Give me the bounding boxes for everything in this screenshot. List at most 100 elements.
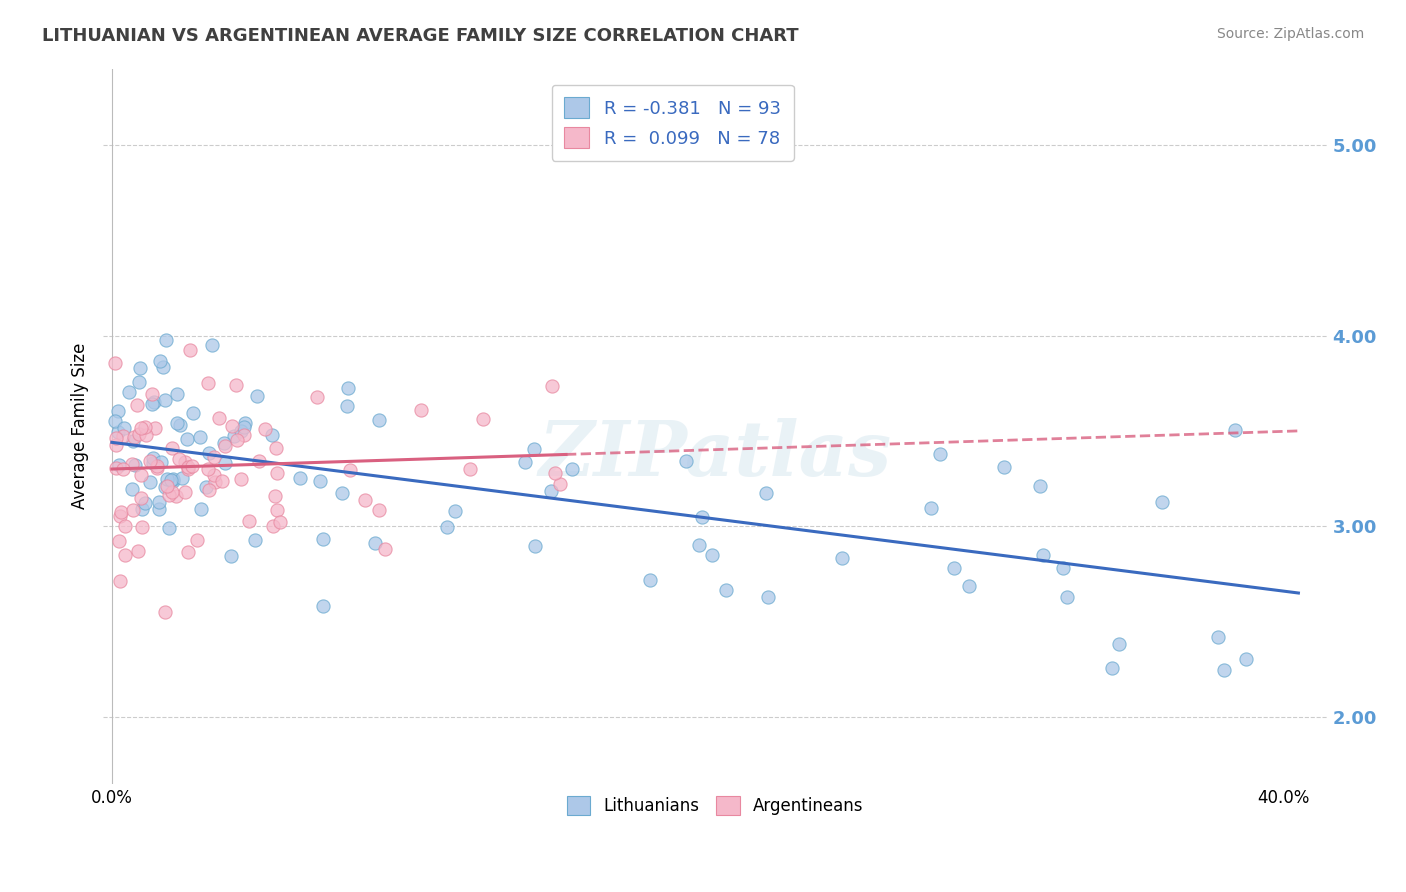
Point xyxy=(114,548,136,562)
Point xyxy=(104,414,127,428)
Point xyxy=(145,459,167,474)
Point xyxy=(238,514,260,528)
Point xyxy=(246,389,269,403)
Point xyxy=(179,343,201,357)
Point xyxy=(202,450,225,464)
Point xyxy=(1108,637,1130,651)
Point xyxy=(181,406,204,420)
Point xyxy=(1056,590,1078,604)
Point xyxy=(198,445,221,459)
Point xyxy=(548,477,571,491)
Point xyxy=(108,458,131,472)
Point xyxy=(149,354,172,368)
Point xyxy=(233,428,256,442)
Point xyxy=(264,490,287,504)
Point xyxy=(107,403,129,417)
Point xyxy=(165,489,187,503)
Point xyxy=(204,468,226,483)
Point xyxy=(107,425,129,439)
Point xyxy=(831,550,853,565)
Point xyxy=(160,473,183,487)
Point xyxy=(122,430,145,444)
Point xyxy=(143,395,166,409)
Point xyxy=(523,442,546,456)
Point xyxy=(266,467,288,481)
Point xyxy=(110,506,132,520)
Point xyxy=(561,462,583,476)
Point xyxy=(211,474,233,488)
Point xyxy=(153,480,176,494)
Point xyxy=(114,519,136,533)
Legend: Lithuanians, Argentineans: Lithuanians, Argentineans xyxy=(557,786,873,825)
Point xyxy=(1234,651,1257,665)
Point xyxy=(169,417,191,432)
Point xyxy=(1029,479,1052,493)
Point xyxy=(229,472,252,486)
Point xyxy=(219,549,242,564)
Text: LITHUANIAN VS ARGENTINEAN AVERAGE FAMILY SIZE CORRELATION CHART: LITHUANIAN VS ARGENTINEAN AVERAGE FAMILY… xyxy=(42,27,799,45)
Point xyxy=(368,503,391,517)
Point xyxy=(1052,561,1074,575)
Point xyxy=(364,536,387,550)
Point xyxy=(167,452,190,467)
Point xyxy=(134,496,156,510)
Point xyxy=(125,399,148,413)
Point xyxy=(157,488,180,502)
Point xyxy=(143,421,166,435)
Point xyxy=(523,539,546,553)
Point xyxy=(173,455,195,469)
Point xyxy=(541,379,564,393)
Point xyxy=(129,361,152,376)
Point xyxy=(225,378,247,392)
Point xyxy=(148,495,170,509)
Point xyxy=(312,532,335,546)
Point xyxy=(139,475,162,490)
Point xyxy=(312,599,335,614)
Point xyxy=(139,454,162,468)
Point xyxy=(243,533,266,547)
Point xyxy=(443,504,465,518)
Point xyxy=(134,419,156,434)
Point xyxy=(129,421,152,435)
Point xyxy=(208,411,231,425)
Text: ZIPatlas: ZIPatlas xyxy=(538,417,891,491)
Point xyxy=(225,434,247,448)
Point xyxy=(170,471,193,485)
Point xyxy=(1206,630,1229,644)
Point xyxy=(129,467,152,482)
Point xyxy=(112,428,135,442)
Point xyxy=(127,544,149,558)
Point xyxy=(104,356,127,370)
Point xyxy=(142,450,165,465)
Point xyxy=(214,439,236,453)
Point xyxy=(121,483,143,497)
Point xyxy=(128,375,150,389)
Point xyxy=(254,422,277,436)
Point xyxy=(188,429,211,443)
Point xyxy=(149,455,172,469)
Point xyxy=(229,424,252,438)
Point xyxy=(221,418,243,433)
Point xyxy=(135,427,157,442)
Point xyxy=(540,483,562,498)
Point xyxy=(108,574,131,589)
Point xyxy=(105,437,128,451)
Point xyxy=(121,503,143,517)
Point xyxy=(337,381,360,395)
Point xyxy=(121,457,143,471)
Point xyxy=(957,579,980,593)
Point xyxy=(472,411,495,425)
Point xyxy=(354,492,377,507)
Point xyxy=(156,479,179,493)
Point xyxy=(197,462,219,476)
Point xyxy=(108,534,131,549)
Point xyxy=(214,456,236,470)
Point xyxy=(716,582,738,597)
Point xyxy=(690,510,713,524)
Point xyxy=(201,338,224,352)
Point xyxy=(176,460,198,475)
Point xyxy=(129,491,152,505)
Point xyxy=(114,421,136,435)
Point xyxy=(124,458,146,473)
Point xyxy=(104,461,127,475)
